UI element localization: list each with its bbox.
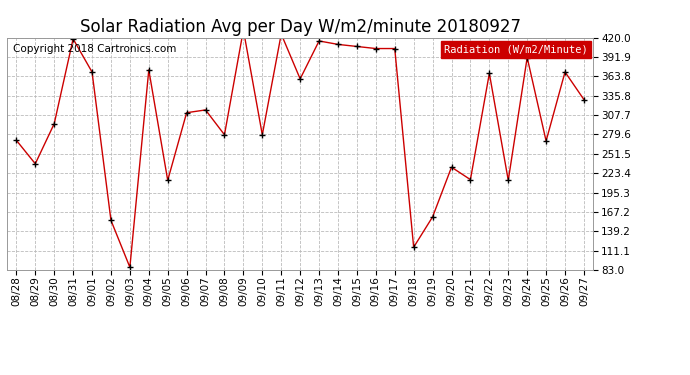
Title: Solar Radiation Avg per Day W/m2/minute 20180927: Solar Radiation Avg per Day W/m2/minute … (79, 18, 521, 36)
Text: Copyright 2018 Cartronics.com: Copyright 2018 Cartronics.com (13, 45, 176, 54)
Text: Radiation (W/m2/Minute): Radiation (W/m2/Minute) (444, 45, 587, 54)
